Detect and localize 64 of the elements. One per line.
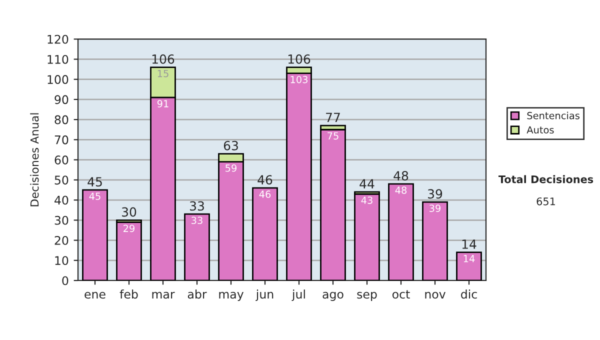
x-tick-label: jul bbox=[292, 290, 305, 301]
x-tick-label: nov bbox=[425, 292, 446, 299]
data-label: 45 bbox=[89, 192, 100, 200]
x-tick-label: ene bbox=[84, 292, 106, 299]
y-tick-label: 90 bbox=[54, 95, 68, 104]
data-label: 14 bbox=[464, 255, 475, 262]
total-label: 63 bbox=[224, 140, 238, 150]
y-tick-label: 60 bbox=[54, 156, 68, 164]
x-tick-label: abr bbox=[188, 290, 207, 299]
y-tick-label: 0 bbox=[62, 276, 68, 286]
data-label: 15 bbox=[158, 70, 168, 78]
total-label: 77 bbox=[326, 112, 340, 122]
data-label: 75 bbox=[328, 132, 338, 140]
total-label: 46 bbox=[258, 175, 272, 185]
bar bbox=[320, 128, 346, 280]
total-label: 30 bbox=[122, 207, 136, 217]
x-tick-label: jun bbox=[256, 290, 274, 301]
bar bbox=[354, 193, 380, 280]
y-tick-label: 20 bbox=[54, 236, 68, 245]
y-tick-label: 40 bbox=[54, 196, 68, 205]
legend-label: Autos bbox=[526, 126, 554, 134]
y-tick-label: 120 bbox=[48, 34, 68, 44]
bar bbox=[184, 213, 210, 280]
data-label: 103 bbox=[290, 76, 308, 84]
bar bbox=[252, 187, 278, 280]
data-label: 46 bbox=[259, 190, 271, 198]
data-label: 33 bbox=[192, 216, 202, 224]
y-tick-label: 80 bbox=[54, 115, 68, 124]
y-tick-label: 100 bbox=[48, 75, 68, 84]
total-label: 44 bbox=[360, 179, 374, 188]
x-tick-label: may bbox=[219, 292, 244, 301]
x-tick-label: dic bbox=[461, 290, 477, 299]
total-label: 106 bbox=[288, 54, 310, 64]
data-label: 43 bbox=[361, 196, 372, 204]
y-tick-label: 110 bbox=[48, 54, 68, 64]
x-tick-label: mar bbox=[152, 292, 175, 299]
bar bbox=[422, 201, 448, 280]
y-tick-label: 70 bbox=[54, 135, 68, 144]
text: 651 bbox=[536, 197, 555, 206]
bar bbox=[388, 183, 414, 280]
data-label: 91 bbox=[157, 100, 168, 108]
y-tick-label: 50 bbox=[54, 176, 68, 185]
total-label: 33 bbox=[190, 201, 204, 211]
bar bbox=[456, 252, 482, 280]
x-tick-label: oct bbox=[392, 290, 410, 299]
y-tick-label: 30 bbox=[54, 216, 68, 225]
data-label: 48 bbox=[395, 186, 407, 194]
text: Total Decisiones bbox=[498, 175, 594, 184]
data-label: 59 bbox=[226, 164, 236, 172]
x-tick-label: sep bbox=[357, 292, 377, 301]
bar bbox=[82, 189, 108, 280]
bar bbox=[116, 221, 142, 280]
data-label: 29 bbox=[124, 224, 134, 232]
y-tick-label: 10 bbox=[55, 256, 68, 266]
total-label: 45 bbox=[88, 177, 102, 187]
x-tick-label: ago bbox=[322, 292, 344, 301]
x-tick-label: feb bbox=[120, 290, 138, 299]
total-label: 48 bbox=[394, 171, 408, 181]
y-axis-title: Decisiones Anual bbox=[30, 113, 39, 206]
total-label: 14 bbox=[462, 240, 476, 249]
total-label: 39 bbox=[428, 189, 442, 199]
total-label: 106 bbox=[152, 54, 174, 64]
data-label: 39 bbox=[430, 204, 440, 212]
legend-label: Sentencias bbox=[527, 112, 580, 120]
